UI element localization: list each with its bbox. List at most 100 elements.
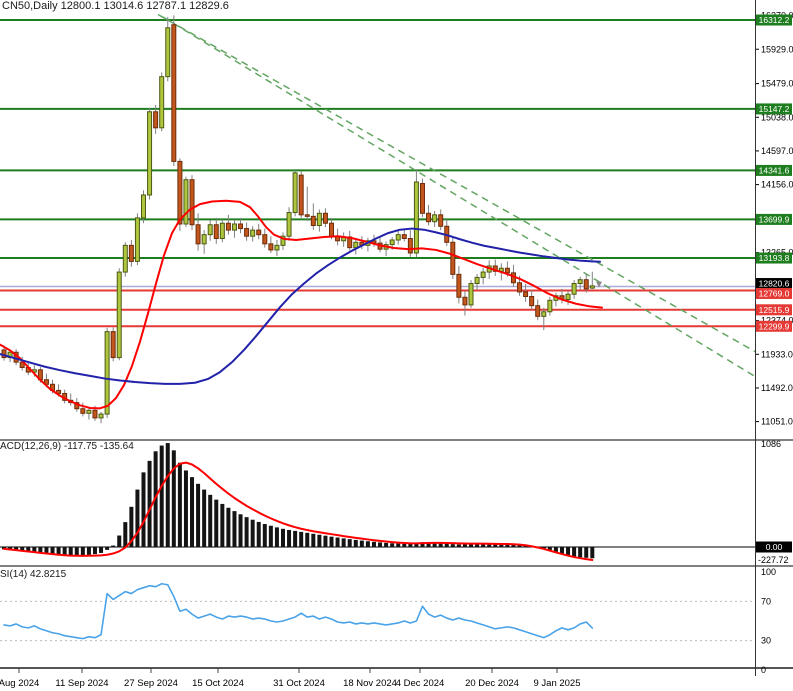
rsi-indicator-label: SI(14) 42.8215 (0, 569, 67, 580)
trendline[interactable] (162, 16, 757, 378)
candle-bull (201, 234, 207, 245)
macd-histogram-bar (378, 542, 383, 547)
macd-histogram-bar (547, 547, 552, 551)
macd-histogram-bar (353, 539, 358, 547)
macd-histogram-bar (105, 547, 110, 550)
macd-histogram-bar (511, 544, 516, 547)
macd-histogram-bar (141, 472, 146, 547)
macd-histogram-bar (238, 514, 243, 547)
candle-bull (589, 285, 595, 289)
macd-histogram-bar (74, 547, 79, 556)
macd-histogram-bar (56, 547, 61, 556)
macd-histogram-bar (566, 547, 571, 556)
candle-bear (262, 234, 268, 245)
macd-scale-label: 1086 (761, 439, 781, 449)
macd-histogram-bar (159, 445, 164, 547)
macd-histogram-bar (305, 532, 310, 547)
candle-bear (195, 224, 201, 245)
macd-histogram-bar (92, 547, 97, 555)
candle-bear (80, 408, 86, 414)
macd-histogram-bar (420, 542, 425, 547)
macd-histogram-bar (438, 542, 443, 547)
date-label: 9 Jan 2025 (533, 678, 580, 689)
price-tick-label: 11933.0 (761, 349, 793, 359)
support-badge-label: 12769.0 (759, 289, 790, 299)
macd-histogram-bar (177, 462, 182, 547)
rsi-scale-label: 30 (761, 636, 771, 646)
candle-bull (468, 283, 474, 306)
candle-bear (171, 24, 177, 162)
candle-bear (462, 296, 468, 306)
macd-histogram-bar (475, 543, 480, 547)
candle-bull (207, 224, 213, 236)
macd-histogram-bar (32, 547, 37, 553)
macd-histogram-bar (347, 539, 352, 547)
macd-histogram-bar (38, 547, 43, 554)
macd-histogram-bar (414, 542, 419, 547)
candle-bull (231, 223, 237, 231)
current-price-badge-label: 12820.6 (759, 279, 790, 289)
macd-scale-label: -227.72 (758, 555, 789, 565)
candle-bear (128, 244, 134, 262)
macd-histogram-bar (293, 530, 298, 547)
macd-histogram-bar (572, 547, 577, 557)
macd-histogram-bar (123, 522, 128, 547)
ma-slow-line (0, 227, 601, 385)
macd-histogram-bar (190, 477, 195, 547)
candle-bear (256, 229, 262, 236)
support-badge-label: 12515.9 (759, 305, 790, 315)
candle-bear (225, 222, 231, 231)
macd-histogram-bar (456, 544, 461, 547)
candle-bull (116, 271, 122, 359)
candle-bull (413, 181, 419, 254)
trendline[interactable] (157, 13, 757, 353)
resistance-badge-label: 14341.6 (759, 166, 790, 176)
macd-histogram-bar (262, 524, 267, 547)
price-tick-label: 15038.0 (761, 112, 793, 122)
macd-histogram-bar (99, 547, 104, 553)
candle-bear (238, 223, 244, 230)
macd-histogram-bar (117, 535, 122, 547)
candle-bull (474, 276, 480, 285)
rsi-line (3, 582, 594, 640)
macd-histogram-bar (499, 544, 504, 547)
macd-signal-line (3, 461, 594, 561)
candle-bear (244, 228, 250, 237)
resistance-badge (756, 252, 792, 264)
rsi-scale-label: 70 (761, 596, 771, 606)
resistance-badge-label: 15147.2 (759, 104, 790, 114)
macd-histogram-bar (481, 543, 486, 547)
candle-bull (147, 111, 153, 196)
date-label: 20 Dec 2024 (465, 678, 519, 689)
price-marker-arrow (596, 281, 602, 288)
macd-histogram-bar (183, 470, 188, 547)
price-tick-label: 11492.0 (761, 383, 793, 393)
macd-histogram-bar (214, 499, 219, 547)
macd-indicator-label: ACD(12,26,9) -117.75 -135.64 (0, 441, 134, 452)
panel-separator (0, 667, 793, 669)
price-tick-label: 11051.0 (761, 417, 793, 427)
macd-histogram-bar (444, 543, 449, 547)
candle-bear (456, 273, 462, 298)
candle-bear (438, 214, 444, 227)
macd-histogram-bar (341, 538, 346, 547)
candle-bear (110, 331, 116, 359)
date-label: 15 Oct 2024 (192, 678, 244, 689)
macd-histogram-bar (371, 541, 376, 547)
macd-histogram-bar (268, 525, 273, 547)
candle-bull (159, 76, 165, 129)
candle-bull (86, 409, 92, 414)
macd-histogram-bar (335, 537, 340, 547)
candle-bear (177, 160, 183, 225)
candle-bull (565, 293, 571, 301)
macd-histogram-bar (487, 543, 492, 547)
resistance-badge (756, 103, 792, 115)
macd-histogram-bar (584, 547, 589, 558)
candle-bear (298, 174, 304, 216)
candle-bear (322, 212, 328, 224)
candle-bull (292, 172, 298, 214)
candle-bear (450, 241, 456, 275)
candle-bear (523, 291, 529, 298)
price-tick-label: 12374.0 (761, 316, 793, 326)
